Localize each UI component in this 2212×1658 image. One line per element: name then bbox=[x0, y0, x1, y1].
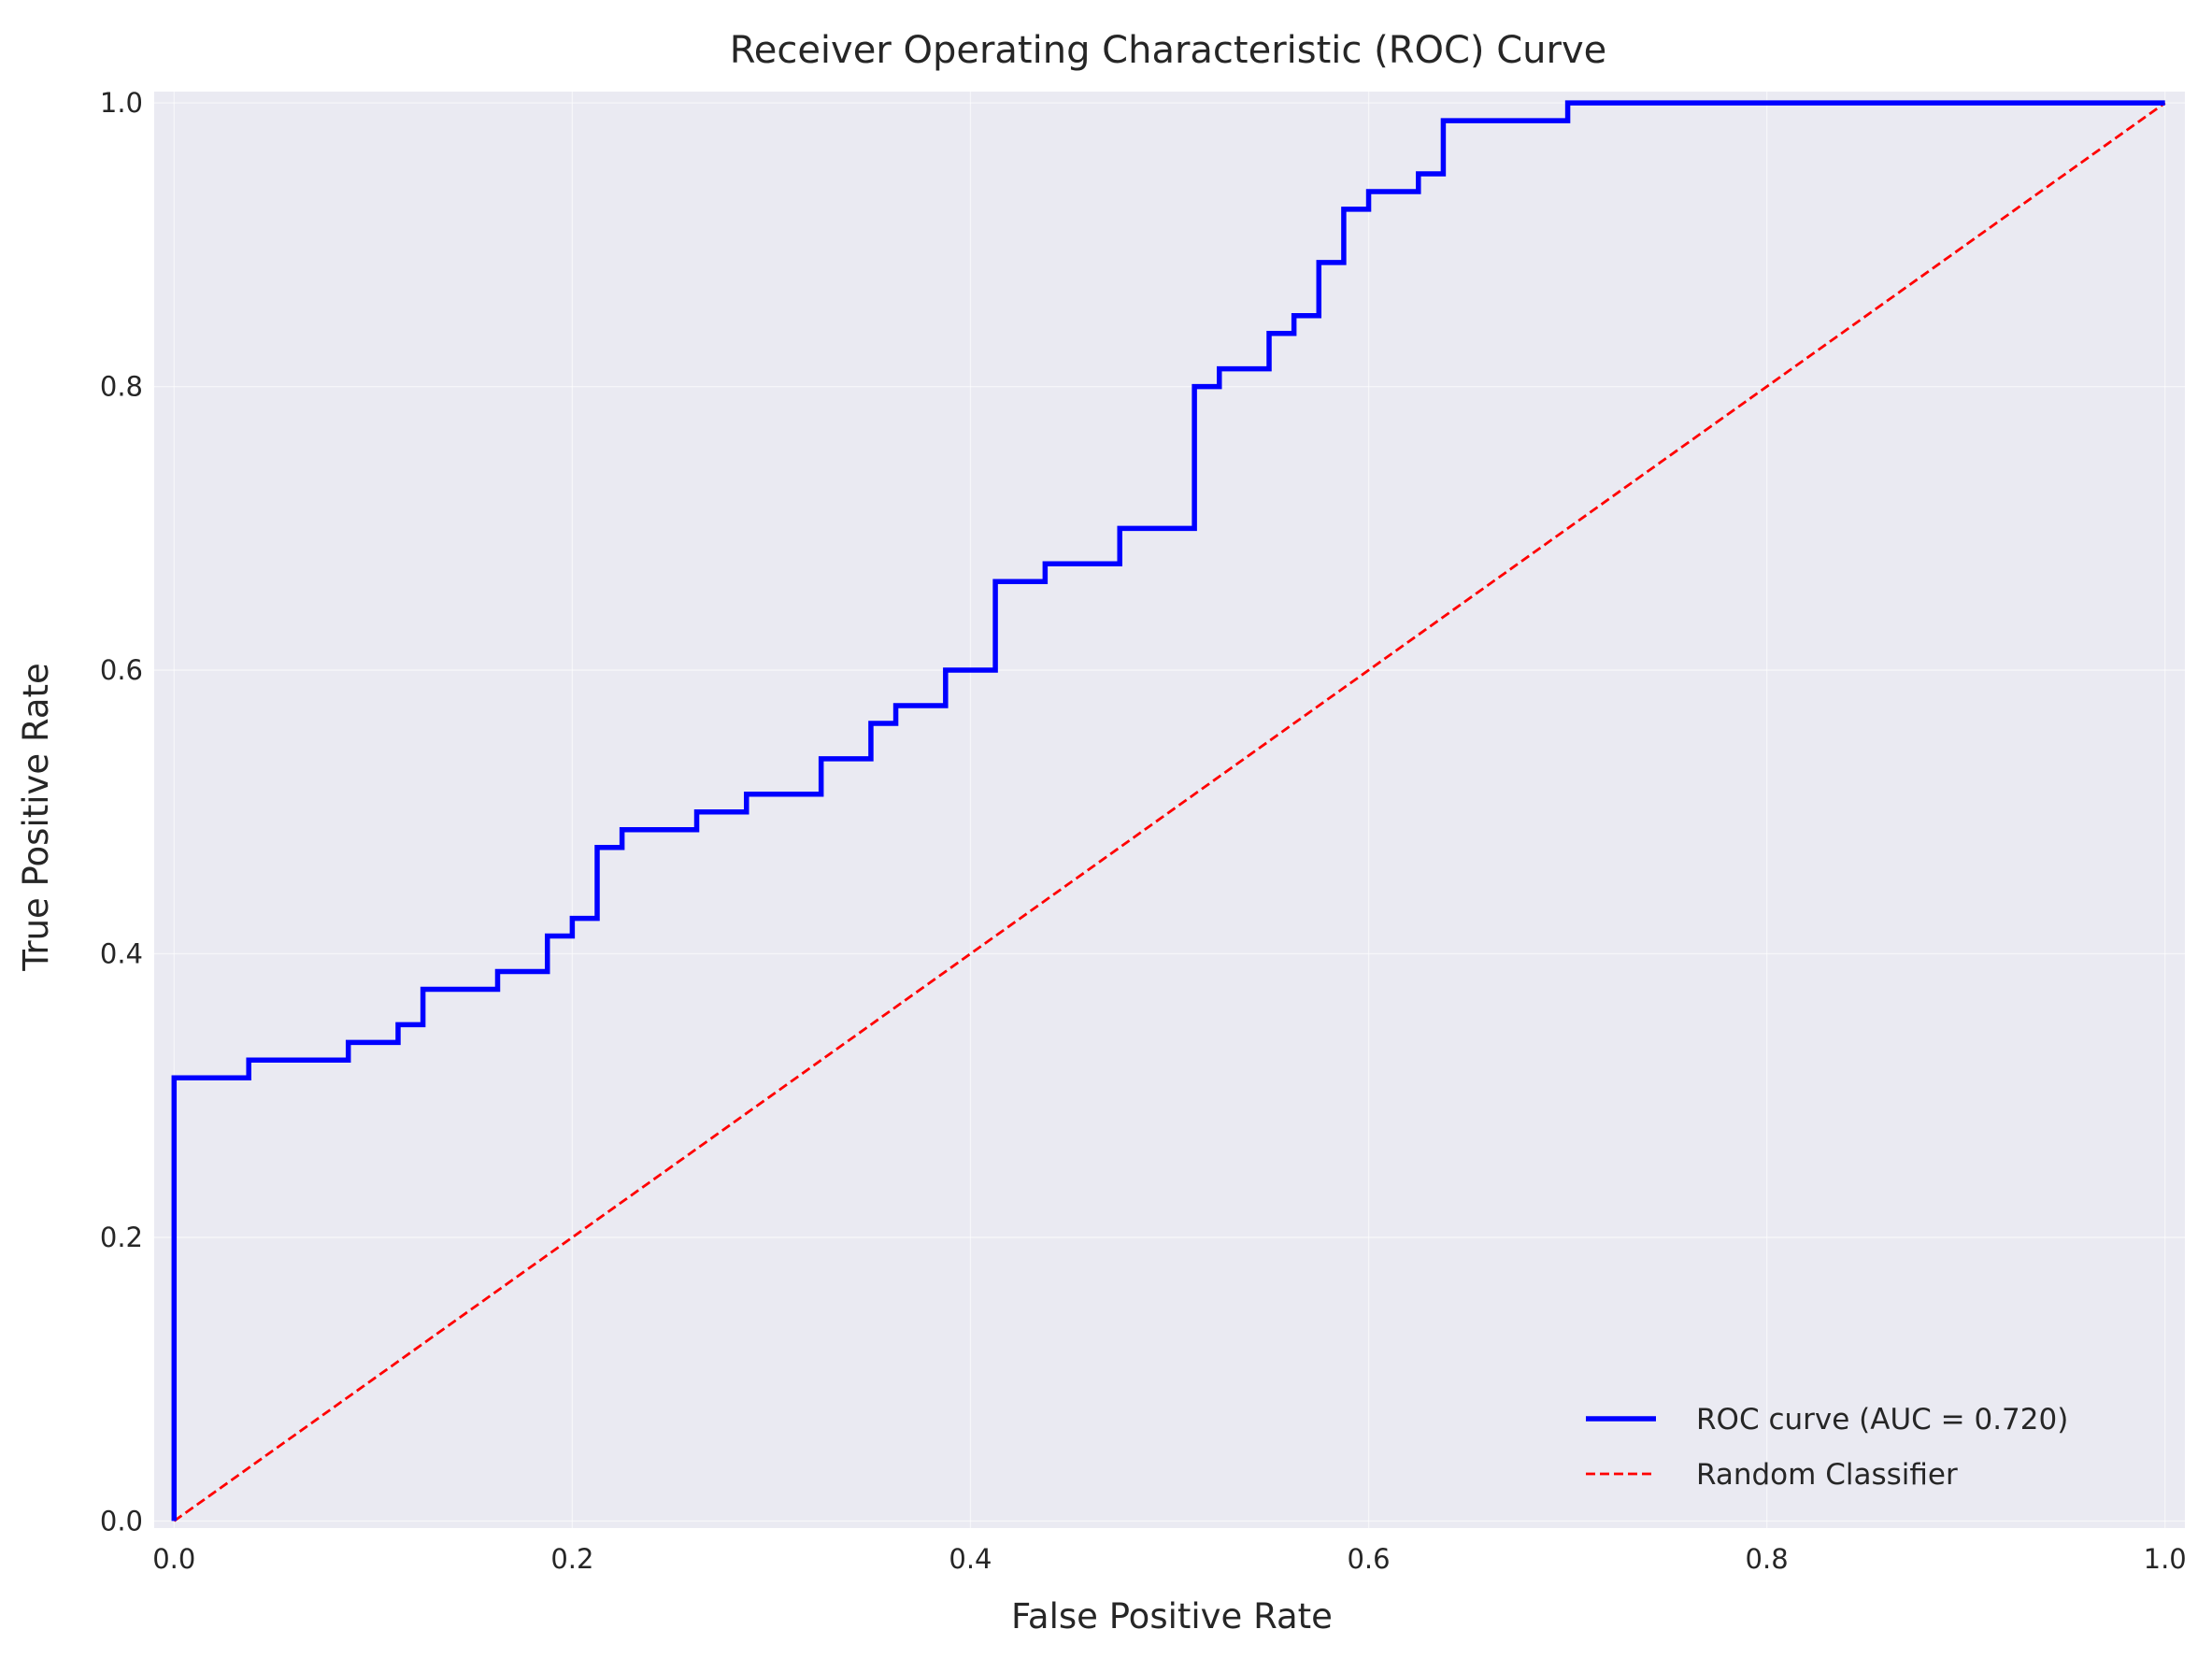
x-tick-label: 0.2 bbox=[550, 1543, 593, 1575]
y-tick-label: 0.2 bbox=[100, 1222, 143, 1253]
random-classifier-line bbox=[173, 101, 2166, 1522]
y-tick-label: 0.4 bbox=[100, 938, 143, 970]
x-tick-label: 0.6 bbox=[1347, 1543, 1390, 1575]
x-axis-label: False Positive Rate bbox=[1011, 1596, 1333, 1637]
y-axis-label: True Positive Rate bbox=[16, 663, 56, 972]
series-layer bbox=[171, 100, 2166, 1522]
chart-title: Receiver Operating Characteristic (ROC) … bbox=[730, 29, 1607, 72]
legend-label-random: Random Classifier bbox=[1696, 1458, 1958, 1492]
y-tick-label: 0.6 bbox=[100, 654, 143, 686]
legend-label-roc: ROC curve (AUC = 0.720) bbox=[1696, 1403, 2068, 1436]
x-tick-label: 1.0 bbox=[2144, 1543, 2187, 1575]
x-tick-label: 0.8 bbox=[1746, 1543, 1789, 1575]
y-tick-label: 0.8 bbox=[100, 371, 143, 403]
x-tick-label: 0.0 bbox=[152, 1543, 195, 1575]
legend: ROC curve (AUC = 0.720) Random Classifie… bbox=[1586, 1403, 2068, 1492]
roc-curve-line bbox=[171, 100, 2165, 1522]
x-tick-labels: 0.0 0.2 0.4 0.6 0.8 1.0 bbox=[152, 1543, 2187, 1575]
plot-area bbox=[154, 92, 2185, 1528]
y-tick-labels: 0.0 0.2 0.4 0.6 0.8 1.0 bbox=[100, 87, 143, 1537]
grid-lines bbox=[154, 92, 2185, 1528]
x-tick-label: 0.4 bbox=[949, 1543, 992, 1575]
y-tick-label: 0.0 bbox=[100, 1505, 143, 1537]
y-tick-label: 1.0 bbox=[100, 87, 143, 119]
